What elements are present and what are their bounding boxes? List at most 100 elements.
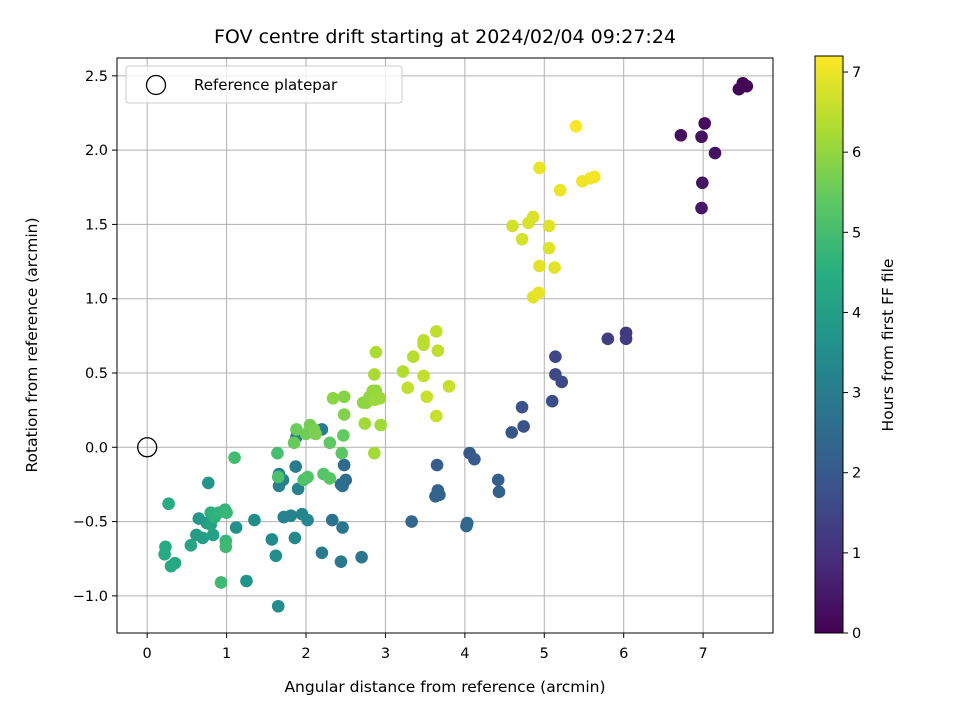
data-point: [240, 574, 253, 588]
data-point: [588, 170, 601, 184]
y-axis-ticks: −1.0 −0.5 0.0 0.5 1.0 1.5 2.0 2.5: [73, 69, 117, 605]
data-point: [431, 344, 445, 358]
data-point: [269, 549, 283, 563]
data-point: [358, 417, 372, 430]
data-point: [337, 458, 351, 472]
data-point: [429, 490, 442, 503]
data-point: [526, 210, 540, 224]
data-point: [401, 381, 414, 395]
colorbar-tick-label: 5: [852, 225, 861, 241]
data-point: [417, 338, 430, 352]
data-point: [368, 393, 382, 407]
colorbar-tick-label: 0: [852, 626, 861, 642]
data-point: [214, 576, 228, 589]
y-tick-label: −0.5: [73, 515, 108, 531]
plot-frame: [116, 57, 774, 634]
data-point: [368, 446, 381, 460]
data-point: [569, 120, 583, 133]
data-point: [698, 117, 711, 130]
reference-platepar-marker: [137, 437, 158, 458]
x-tick-label: 6: [619, 646, 628, 662]
colorbar: 0 1 2 3 4 5 6 7 Hours from first FF file: [814, 55, 897, 642]
y-tick-label: 2.5: [85, 69, 108, 85]
data-point: [206, 528, 220, 542]
colorbar-tick-label: 6: [852, 145, 861, 161]
data-point: [533, 161, 546, 175]
data-point: [468, 452, 481, 466]
data-point: [164, 559, 178, 573]
data-point: [695, 130, 708, 144]
data-point: [492, 485, 506, 499]
x-tick-label: 7: [698, 646, 707, 662]
data-point: [542, 219, 556, 233]
x-tick-label: 3: [381, 646, 390, 662]
data-point: [506, 219, 519, 233]
data-point: [334, 555, 348, 568]
data-point: [301, 470, 314, 484]
colorbar-ticks: 0 1 2 3 4 5 6 7: [843, 65, 861, 642]
data-point: [228, 451, 241, 464]
data-point: [532, 286, 546, 300]
data-points: [158, 76, 754, 613]
data-point: [429, 325, 443, 338]
legend: Reference platepar: [125, 65, 403, 104]
data-point: [162, 497, 175, 511]
y-tick-label: −1.0: [73, 589, 108, 605]
x-tick-label: 1: [222, 646, 231, 662]
data-point: [271, 446, 284, 460]
data-point: [289, 460, 302, 473]
colorbar-gradient: [814, 55, 844, 634]
data-point: [323, 436, 337, 450]
x-tick-label: 4: [460, 646, 469, 662]
data-point: [336, 521, 349, 534]
data-point: [229, 521, 243, 534]
data-point: [369, 345, 383, 359]
data-point: [287, 436, 301, 450]
data-point: [674, 128, 688, 142]
data-point: [323, 472, 337, 485]
legend-label: Reference platepar: [194, 76, 338, 94]
data-point: [696, 176, 709, 190]
legend-marker-circle: [145, 74, 167, 96]
data-point: [555, 375, 569, 389]
x-axis-label: Angular distance from reference (arcmin): [284, 678, 605, 696]
data-point: [368, 368, 381, 381]
chart-title: FOV centre drift starting at 2024/02/04 …: [214, 26, 676, 48]
x-tick-label: 5: [540, 646, 549, 662]
grid: [117, 58, 773, 633]
data-point: [326, 391, 340, 405]
data-point: [301, 513, 314, 527]
data-point: [337, 390, 351, 404]
data-point: [542, 241, 556, 255]
data-point: [337, 408, 351, 421]
data-point: [517, 420, 530, 433]
data-point: [420, 390, 434, 404]
data-point: [355, 550, 368, 564]
x-tick-label: 2: [301, 646, 310, 662]
data-point: [290, 423, 303, 436]
data-point: [515, 400, 529, 414]
data-point: [159, 540, 172, 554]
data-point: [374, 418, 387, 432]
data-point: [288, 531, 302, 545]
data-point: [325, 513, 339, 527]
y-tick-label: 0.5: [85, 366, 108, 382]
data-point: [405, 515, 418, 528]
data-point: [430, 458, 444, 472]
colorbar-tick-label: 7: [852, 65, 861, 81]
data-point: [184, 539, 198, 552]
data-point: [335, 446, 349, 460]
colorbar-tick-label: 3: [852, 386, 861, 402]
data-point: [417, 369, 430, 383]
data-point: [505, 426, 519, 439]
data-point: [429, 409, 443, 423]
data-point: [460, 519, 473, 533]
data-point: [533, 259, 546, 273]
colorbar-tick-label: 2: [852, 466, 861, 482]
data-point: [406, 350, 420, 363]
reference-marker: [137, 437, 158, 458]
data-point: [708, 146, 722, 160]
data-point: [442, 380, 456, 393]
data-point: [548, 261, 561, 274]
